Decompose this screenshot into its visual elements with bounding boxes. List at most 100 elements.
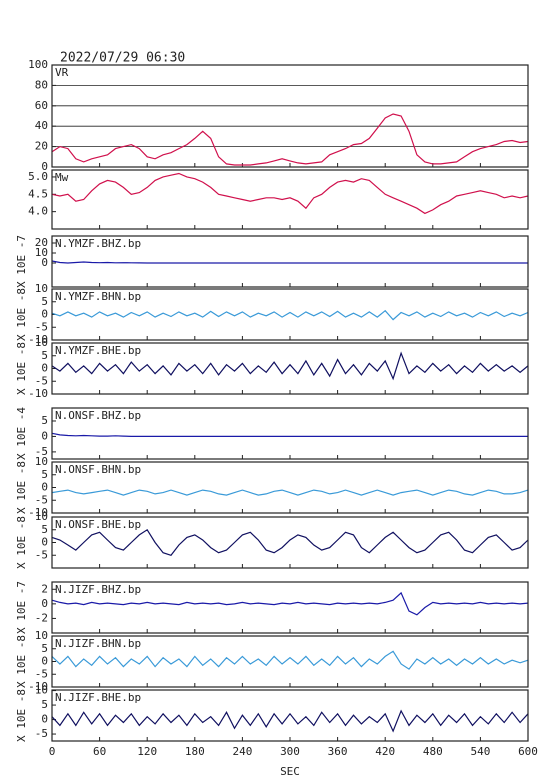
- panel-label: Mw: [55, 171, 69, 184]
- trace: [51, 591, 529, 616]
- unit-label: X 10E -8: [15, 461, 28, 514]
- y-tick-label: -5: [35, 727, 48, 740]
- panel-label: N.YMZF.BHN.bp: [55, 290, 141, 303]
- x-tick-label: 60: [93, 745, 106, 758]
- x-tick-label: 300: [280, 745, 300, 758]
- panel-frame: [51, 407, 529, 460]
- chart-title: 2022/07/29 06:30: [60, 51, 185, 66]
- panel-frame: [51, 581, 529, 634]
- x-tick-label: 120: [137, 745, 157, 758]
- panel-frame: [51, 635, 529, 688]
- y-tick-label: 0: [41, 256, 48, 269]
- y-tick-label: -5: [35, 374, 48, 387]
- y-tick-label: 10: [35, 336, 48, 349]
- y-tick-label: 0: [41, 429, 48, 442]
- trace: [51, 489, 529, 496]
- y-tick-label: 0: [41, 655, 48, 668]
- trace: [51, 709, 529, 733]
- trace: [51, 309, 529, 321]
- y-tick-label: -5: [35, 548, 48, 561]
- x-tick-label: 0: [49, 745, 56, 758]
- panel-label: N.ONSF.BHZ.bp: [55, 409, 141, 422]
- x-tick-label: 480: [423, 745, 443, 758]
- y-tick-label: 5.0: [28, 170, 48, 183]
- y-tick-label: 60: [35, 99, 48, 112]
- unit-label: X 10E -8: [15, 635, 28, 688]
- panel-label: N.YMZF.BHZ.bp: [55, 237, 141, 250]
- x-tick-label: 360: [328, 745, 348, 758]
- y-tick-label: 4.5: [28, 187, 48, 200]
- trace: [51, 113, 529, 166]
- trace: [51, 172, 529, 215]
- y-tick-label: 0: [41, 481, 48, 494]
- panel-label: VR: [55, 66, 69, 79]
- y-tick-label: -5: [35, 445, 48, 458]
- y-tick-label: 5: [41, 295, 48, 308]
- y-tick-label: 5: [41, 468, 48, 481]
- panel-label: N.JIZF.BHE.bp: [55, 691, 141, 704]
- panel-frame: [51, 342, 529, 395]
- panel-frame: [51, 288, 529, 341]
- y-tick-label: 20: [35, 236, 48, 249]
- y-tick-label: 40: [35, 119, 48, 132]
- y-tick-label: 0: [41, 362, 48, 375]
- y-tick-label: 0: [41, 308, 48, 321]
- y-tick-label: 10: [35, 684, 48, 697]
- panel-frame: [51, 461, 529, 514]
- y-tick-label: -5: [35, 493, 48, 506]
- y-tick-label: 0: [41, 536, 48, 549]
- y-tick-label: 5: [41, 642, 48, 655]
- x-tick-label: 420: [375, 745, 395, 758]
- y-tick-label: 10: [35, 455, 48, 468]
- y-tick-label: 5: [41, 698, 48, 711]
- y-tick-label: 10: [35, 510, 48, 523]
- unit-label: X 10E -4: [15, 407, 28, 460]
- y-tick-label: 10: [35, 282, 48, 295]
- y-tick-label: -10: [28, 387, 48, 400]
- y-tick-label: 5: [41, 349, 48, 362]
- panel-label: N.ONSF.BHE.bp: [55, 518, 141, 531]
- y-tick-label: 20: [35, 140, 48, 153]
- unit-label: X 10E -8: [15, 689, 28, 742]
- unit-label: X 10E -8: [15, 342, 28, 395]
- unit-label: X 10E -7: [15, 581, 28, 634]
- y-tick-label: 4.0: [28, 205, 48, 218]
- trace: [51, 351, 529, 381]
- trace: [51, 650, 529, 670]
- y-tick-label: 5: [41, 523, 48, 536]
- trace: [51, 432, 528, 437]
- panel-frame: [51, 689, 529, 742]
- y-tick-label: -10: [28, 680, 48, 693]
- y-tick-label: -5: [35, 667, 48, 680]
- panel-label: N.JIZF.BHN.bp: [55, 637, 141, 650]
- y-tick-label: 10: [35, 629, 48, 642]
- panel-label: N.ONSF.BHN.bp: [55, 463, 141, 476]
- y-tick-label: 0: [41, 597, 48, 610]
- y-tick-label: -10: [28, 506, 48, 519]
- panel-frame: [51, 235, 529, 288]
- y-tick-label: 80: [35, 78, 48, 91]
- panel-frame: [51, 516, 529, 569]
- unit-label: X 10E -7: [15, 235, 28, 288]
- y-tick-label: 5: [41, 414, 48, 427]
- y-tick-label: -2: [35, 611, 48, 624]
- y-tick-label: -10: [28, 333, 48, 346]
- x-tick-label: 180: [185, 745, 205, 758]
- x-tick-label: 240: [232, 745, 252, 758]
- y-tick-label: 100: [28, 58, 48, 71]
- trace: [51, 260, 528, 264]
- unit-label: X 10E -8: [15, 516, 28, 569]
- y-tick-label: 2: [41, 582, 48, 595]
- x-axis-label: SEC: [280, 765, 300, 778]
- y-tick-label: 0: [41, 160, 48, 173]
- y-tick-label: 10: [35, 246, 48, 259]
- unit-label: X 10E -8: [15, 288, 28, 341]
- trace: [51, 528, 529, 557]
- panel-label: N.YMZF.BHE.bp: [55, 344, 141, 357]
- y-tick-label: 0: [41, 713, 48, 726]
- y-tick-label: -5: [35, 320, 48, 333]
- x-tick-label: 600: [518, 745, 538, 758]
- panel-label: N.JIZF.BHZ.bp: [55, 583, 141, 596]
- panel-frame: [51, 64, 529, 168]
